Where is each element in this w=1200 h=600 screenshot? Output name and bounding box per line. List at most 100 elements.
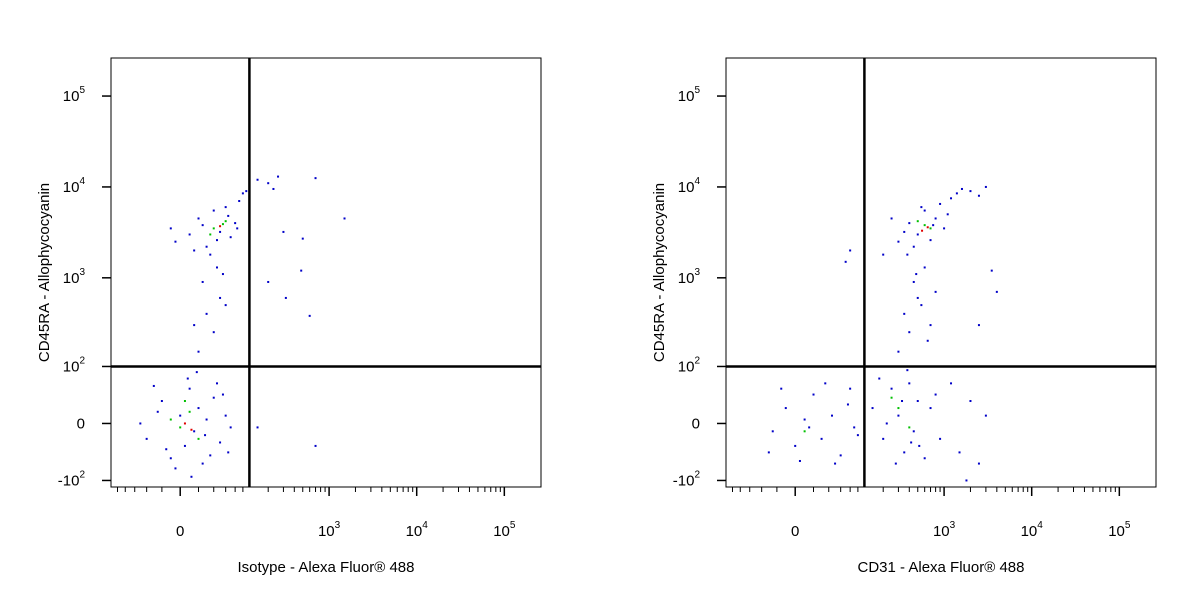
dot (921, 229, 924, 232)
dot (844, 260, 847, 263)
dot (926, 226, 929, 229)
dot (256, 426, 259, 429)
dot (221, 393, 224, 396)
x-tick-label: 0 (791, 523, 799, 540)
dot (890, 387, 893, 390)
dot (912, 430, 915, 433)
y-tick-label: 103 (678, 267, 701, 287)
dot (912, 280, 915, 283)
dot (179, 414, 182, 417)
dot (885, 422, 888, 425)
plot-frame (110, 57, 542, 488)
dot (834, 462, 837, 465)
dot (897, 240, 900, 243)
dot (990, 269, 993, 272)
dot (894, 462, 897, 465)
plot: 0 103 104 105 105 104 103 102 0 -102 Isotype - Ale… (36, 57, 542, 576)
y-axis-label: CD45RA - Allophycocyanin (651, 183, 668, 362)
dot (939, 202, 942, 205)
y-tick-label: 102 (63, 355, 86, 375)
dot (950, 197, 953, 200)
dot (145, 437, 148, 440)
plot: 0 103 104 105 105 104 103 102 0 -102 CD31 - Alexa … (651, 57, 1157, 576)
dot (216, 266, 219, 269)
dot (219, 296, 222, 299)
dot (197, 350, 200, 353)
dot (256, 178, 259, 181)
dot (984, 414, 987, 417)
dot (977, 194, 980, 197)
y-tick-label: 105 (63, 85, 86, 105)
dot (165, 448, 168, 451)
dot (923, 209, 926, 212)
dot (910, 441, 913, 444)
y-tick-label: -102 (673, 469, 701, 489)
dot (771, 430, 774, 433)
dot (920, 206, 923, 209)
dot (152, 384, 155, 387)
dot (179, 426, 182, 429)
dot (915, 273, 918, 276)
dot (923, 224, 926, 227)
dot (794, 444, 797, 447)
dot (216, 382, 219, 385)
dot (314, 177, 317, 180)
dot (916, 233, 919, 236)
dot (934, 217, 937, 220)
dot (871, 407, 874, 410)
dot (188, 233, 191, 236)
dot (201, 462, 204, 465)
y-tick-label: 0 (692, 415, 700, 432)
dot (267, 280, 270, 283)
dot (204, 434, 207, 437)
dot (903, 451, 906, 454)
dot (946, 213, 949, 216)
dot (926, 339, 929, 342)
dot (169, 227, 172, 230)
dot (216, 239, 219, 242)
dot (897, 414, 900, 417)
dot (950, 382, 953, 385)
dot (190, 475, 193, 478)
x-tick-label: 103 (318, 520, 341, 540)
dot (212, 209, 215, 212)
dot (878, 377, 881, 380)
dot (846, 403, 849, 406)
dot (209, 454, 212, 457)
dot (977, 324, 980, 327)
dot (849, 249, 852, 252)
dot (183, 444, 186, 447)
dot (193, 430, 196, 433)
dot (897, 407, 900, 410)
y-axis-label: CD45RA - Allophycocyanin (36, 183, 53, 362)
dot (188, 387, 191, 390)
plot-frame (725, 57, 1157, 488)
dot (219, 225, 222, 228)
dot (853, 426, 856, 429)
dot (205, 245, 208, 248)
dot (174, 240, 177, 243)
dot (943, 227, 946, 230)
dot (916, 220, 919, 223)
dot (906, 253, 909, 256)
dot (849, 387, 852, 390)
dot (245, 190, 248, 193)
dot (767, 451, 770, 454)
dot (929, 407, 932, 410)
dot (201, 280, 204, 283)
dot (969, 400, 972, 403)
dot (308, 314, 311, 317)
dot (186, 377, 189, 380)
dot (939, 437, 942, 440)
dot (197, 437, 200, 440)
dot (193, 249, 196, 252)
dot (197, 217, 200, 220)
x-axis-label: Isotype - Alexa Fluor® 488 (238, 559, 415, 576)
dot (156, 410, 159, 413)
dot (934, 393, 937, 396)
dot (798, 459, 801, 462)
dot (224, 220, 227, 223)
dot (923, 266, 926, 269)
x-tick-label: 104 (406, 520, 429, 540)
dot (934, 290, 937, 293)
